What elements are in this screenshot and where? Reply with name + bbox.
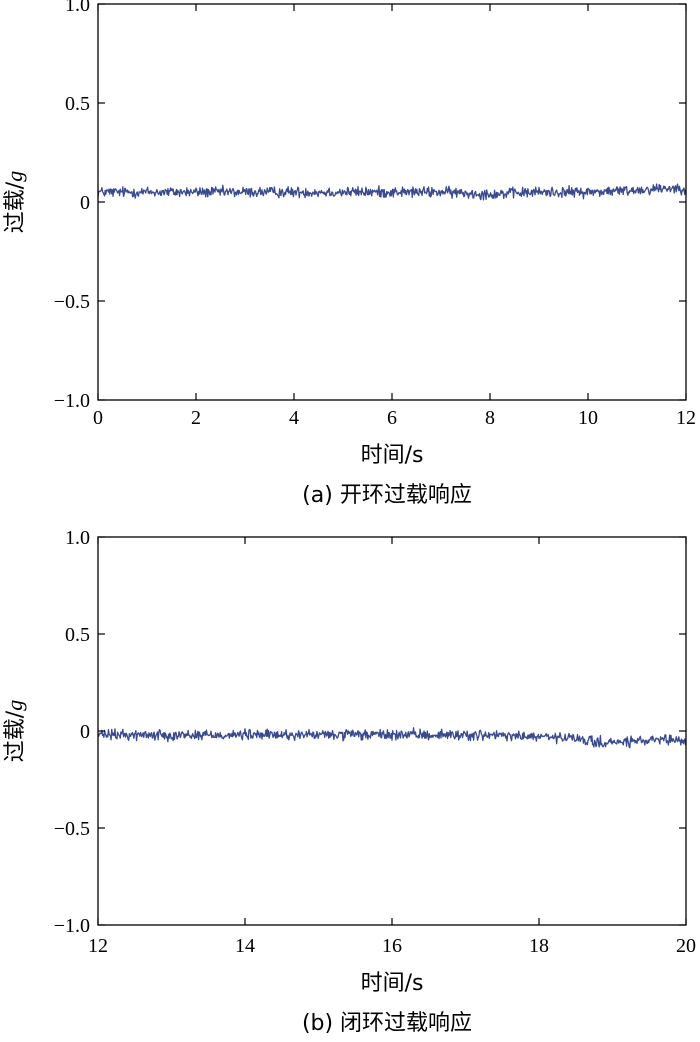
x-tick-label: 10	[578, 407, 598, 429]
y-tick-label: 0.5	[65, 624, 90, 646]
x-tick-label: 12	[676, 407, 696, 429]
y-tick-label: 0.5	[65, 93, 90, 115]
chart-panel-b: 1.0 0.5 0 −0.5 −1.012 14 16 18 20 时间/s 过载/g (b) 闭环过…	[2, 527, 696, 1036]
y-tick-label: −1.0	[54, 915, 90, 937]
x-tick-label: 0	[93, 407, 103, 429]
x-tick-label: 14	[235, 935, 255, 957]
plot-frame	[97, 3, 687, 401]
y-axis-title-main: 过载/	[3, 181, 28, 233]
x-tick-label: 4	[289, 407, 299, 429]
y-tick-label: 1.0	[65, 527, 90, 549]
y-tick-label: 0	[80, 192, 90, 214]
y-axis-title-unit: g	[2, 700, 27, 711]
y-axis-title: 过载/g	[2, 171, 28, 233]
y-tick-label: 0	[80, 721, 90, 743]
x-tick-label: 20	[676, 935, 696, 957]
x-tick-label: 18	[529, 935, 549, 957]
x-tick-label: 12	[88, 935, 108, 957]
chart-caption: (a) 开环过载响应	[302, 483, 472, 508]
y-axis-title-main: 过载/	[3, 710, 28, 762]
y-tick-label: −0.5	[54, 818, 90, 840]
x-tick-label: 2	[191, 407, 201, 429]
y-tick-label: −1.0	[54, 390, 90, 412]
y-axis-title: 过载/g	[2, 700, 28, 762]
x-axis-title: 时间/s	[361, 971, 424, 996]
y-tick-label: −0.5	[54, 291, 90, 313]
x-tick-label: 16	[382, 935, 402, 957]
series-line-1	[97, 183, 687, 201]
x-axis-title: 时间/s	[361, 443, 424, 468]
x-tick-label: 8	[485, 407, 495, 429]
x-tick-label: 6	[387, 407, 397, 429]
y-axis-title-unit: g	[2, 171, 27, 182]
chart-caption: (b) 闭环过载响应	[302, 1011, 472, 1036]
y-tick-label: 1.0	[65, 0, 90, 16]
series-line-1	[97, 727, 687, 749]
